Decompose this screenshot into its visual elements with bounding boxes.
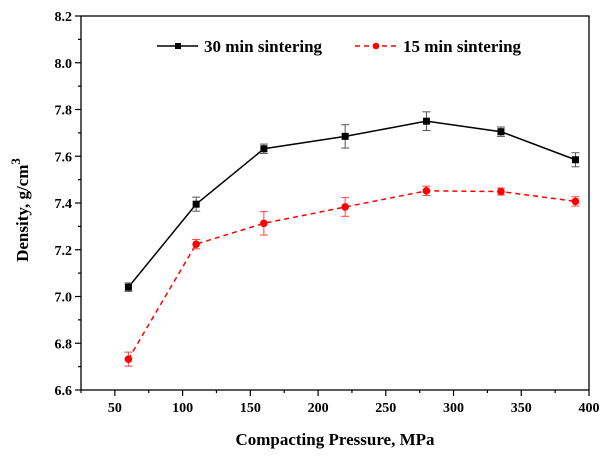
data-point-15min <box>497 187 505 196</box>
y-tick-label: 8.0 <box>55 57 73 72</box>
data-point-15min <box>124 355 133 363</box>
x-tick-label: 100 <box>172 401 193 416</box>
y-axis-label: Density, g/cm3 <box>8 158 32 262</box>
legend-label-30min: 30 min sintering <box>204 37 323 56</box>
data-point-30min <box>192 200 200 208</box>
data-point-15min <box>260 219 268 228</box>
series-line-15min <box>127 190 576 360</box>
x-tick-label: 200 <box>308 401 329 416</box>
data-point-15min <box>422 187 431 195</box>
legend-marker-15min <box>372 42 380 50</box>
x-axis-label: Compacting Pressure, MPa <box>235 430 435 449</box>
y-tick-label: 8.2 <box>55 10 73 25</box>
x-tick-label: 250 <box>375 401 396 416</box>
legend-label-15min: 15 min sintering <box>403 37 522 56</box>
data-point-30min <box>571 156 579 164</box>
data-point-30min <box>260 145 268 153</box>
y-tick-label: 7.0 <box>55 291 73 306</box>
data-point-15min <box>571 197 580 206</box>
x-tick-label: 400 <box>579 401 600 416</box>
x-tick-label: 350 <box>511 401 532 416</box>
data-point-15min <box>341 203 349 211</box>
y-tick-label: 7.4 <box>55 197 73 212</box>
y-axis-label-text: Density, g/cm <box>13 165 32 262</box>
y-tick-label: 7.2 <box>55 244 73 259</box>
y-tick-label: 6.8 <box>55 337 73 352</box>
plot-frame <box>80 15 590 391</box>
y-tick-label: 6.6 <box>55 384 73 399</box>
x-tick-label: 300 <box>443 401 464 416</box>
data-point-30min <box>497 128 505 136</box>
y-tick-label: 7.6 <box>55 150 73 165</box>
legend: 30 min sintering 15 min sintering <box>157 37 522 56</box>
legend-marker-30min <box>175 43 181 49</box>
y-axis-label-superscript: 3 <box>8 158 23 165</box>
data-point-15min <box>192 240 200 248</box>
x-tick-label: 50 <box>108 401 122 416</box>
y-tick-label: 7.8 <box>55 104 73 119</box>
data-point-30min <box>341 132 349 140</box>
data-point-30min <box>124 283 132 291</box>
x-tick-label: 150 <box>240 401 261 416</box>
data-point-30min <box>422 117 430 125</box>
